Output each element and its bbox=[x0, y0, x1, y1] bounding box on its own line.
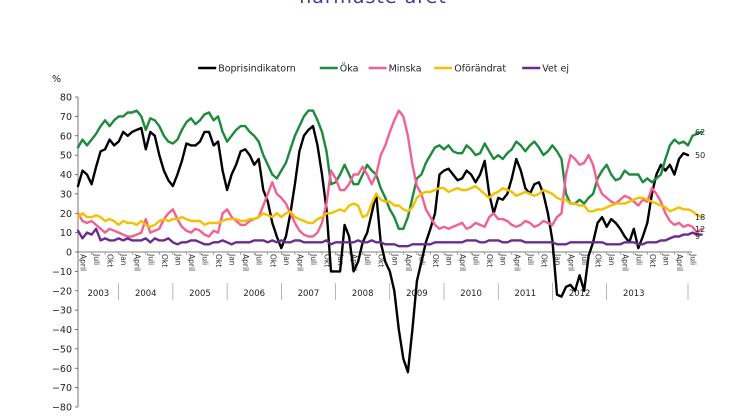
x-month-label: Juli bbox=[580, 253, 589, 265]
x-month-label: Okt bbox=[106, 254, 115, 267]
legend-entry: Vet ej bbox=[542, 64, 569, 75]
legend-entry: Minska bbox=[389, 64, 422, 75]
y-tick-label: −40 bbox=[52, 325, 72, 336]
end-value-label: 50 bbox=[695, 151, 705, 160]
x-month-label: April bbox=[621, 254, 630, 271]
x-year-label: 2011 bbox=[515, 289, 537, 299]
x-year-label: 2003 bbox=[88, 289, 110, 299]
x-month-label: Jan bbox=[390, 253, 399, 266]
x-month-label: Jan bbox=[607, 253, 616, 266]
y-axis-label: % bbox=[52, 74, 61, 85]
x-month-label: Juli bbox=[201, 253, 210, 265]
x-month-label: April bbox=[187, 254, 196, 271]
x-month-label: Juli bbox=[526, 253, 535, 265]
y-tick-label: 80 bbox=[60, 93, 72, 104]
x-month-label: Okt bbox=[594, 254, 603, 267]
x-month-label: Okt bbox=[160, 254, 169, 267]
x-year-label: 2007 bbox=[298, 289, 320, 299]
series-line-boprisindikatorn bbox=[76, 124, 690, 374]
x-month-label: Juli bbox=[472, 253, 481, 265]
x-year-label: 2004 bbox=[135, 289, 157, 299]
series-lines bbox=[76, 109, 703, 374]
y-tick-label: 60 bbox=[60, 131, 72, 142]
x-month-label: Jan bbox=[228, 253, 237, 266]
x-month-label: April bbox=[241, 254, 250, 271]
x-month-label: Juli bbox=[255, 253, 264, 265]
x-month-label: Okt bbox=[431, 254, 440, 267]
y-tick-label: −60 bbox=[52, 364, 72, 375]
x-month-label: Okt bbox=[377, 254, 386, 267]
legend-entry: Öka bbox=[340, 64, 359, 75]
x-month-label: April bbox=[350, 254, 359, 271]
x-month-label: Okt bbox=[323, 254, 332, 267]
x-month-label: Jan bbox=[499, 253, 508, 266]
x-month-label: Okt bbox=[268, 254, 277, 267]
end-value-label: 18 bbox=[695, 213, 705, 222]
x-year-label: 2013 bbox=[623, 289, 645, 299]
end-value-label: 12 bbox=[695, 225, 705, 234]
end-labels: 62 50 18 129 bbox=[695, 128, 705, 241]
x-month-label: Juli bbox=[146, 253, 155, 265]
x-month-label: Juli bbox=[309, 253, 318, 265]
y-tick-label: −10 bbox=[52, 267, 72, 278]
x-month-label: April bbox=[458, 254, 467, 271]
y-tick-label: 40 bbox=[60, 170, 72, 181]
legend-entry: Boprisindikatorn bbox=[218, 64, 296, 75]
x-month-label: Jan bbox=[553, 253, 562, 266]
series-line-vet-ej bbox=[76, 227, 703, 248]
y-tick-label: 20 bbox=[60, 209, 72, 220]
y-tick-label: 50 bbox=[60, 151, 72, 162]
x-month-label: Okt bbox=[648, 254, 657, 267]
x-month-label: Jan bbox=[282, 253, 291, 266]
series-line-minska bbox=[76, 109, 703, 238]
x-year-label: 2005 bbox=[189, 289, 211, 299]
x-month-label: April bbox=[133, 254, 142, 271]
x-month-label: Jan bbox=[173, 253, 182, 266]
series-line--ka bbox=[76, 109, 703, 231]
x-month-label: April bbox=[512, 254, 521, 271]
end-value-label: 62 bbox=[695, 128, 705, 137]
legend-entry: Oförändrat bbox=[454, 64, 506, 75]
y-tick-label: −50 bbox=[52, 344, 72, 355]
x-month-label: Jan bbox=[661, 253, 670, 266]
x-year-label: 2008 bbox=[352, 289, 374, 299]
x-month-label: Okt bbox=[539, 254, 548, 267]
x-year-label: 2006 bbox=[243, 289, 265, 299]
x-month-label: Jan bbox=[445, 253, 454, 266]
y-tick-label: −80 bbox=[52, 403, 72, 414]
x-month-label: Juli bbox=[689, 253, 698, 265]
x-year-label: 2010 bbox=[460, 289, 482, 299]
x-month-label: April bbox=[404, 254, 413, 271]
x-month-label: Okt bbox=[214, 254, 223, 267]
y-tick-label: 30 bbox=[60, 189, 72, 200]
y-tick-label: −20 bbox=[52, 286, 72, 297]
end-value-label: 9 bbox=[695, 232, 700, 241]
series-line-of-r-ndrat bbox=[76, 184, 703, 229]
y-tick-label: 70 bbox=[60, 112, 72, 123]
x-month-label: Juli bbox=[363, 253, 372, 265]
y-tick-label: 10 bbox=[60, 228, 72, 239]
x-month-label: Juli bbox=[92, 253, 101, 265]
x-year-label: 2012 bbox=[569, 289, 591, 299]
x-month-label: April bbox=[675, 254, 684, 271]
x-month-label: Juli bbox=[634, 253, 643, 265]
x-month-label: Okt bbox=[485, 254, 494, 267]
legend: Boprisindikatorn Öka Minska Oförändrat Vet e… bbox=[198, 64, 569, 75]
x-month-label: April bbox=[295, 254, 304, 271]
x-month-label: April bbox=[567, 254, 576, 271]
y-tick-label: −70 bbox=[52, 383, 72, 394]
x-month-label: Jan bbox=[119, 253, 128, 266]
x-axis: April Juli Okt Jan April Juli Okt Jan April Juli O… bbox=[77, 251, 698, 300]
y-tick-label: 0 bbox=[66, 248, 72, 259]
x-month-label: April bbox=[79, 254, 88, 271]
y-tick-label: −30 bbox=[52, 306, 72, 317]
y-axis: 80 70 60 50 40 30 20 10 0 −10 −20 −30 −40 −50 −60 −70 −8… bbox=[52, 93, 79, 414]
chart-title: närmaste året bbox=[0, 0, 746, 8]
